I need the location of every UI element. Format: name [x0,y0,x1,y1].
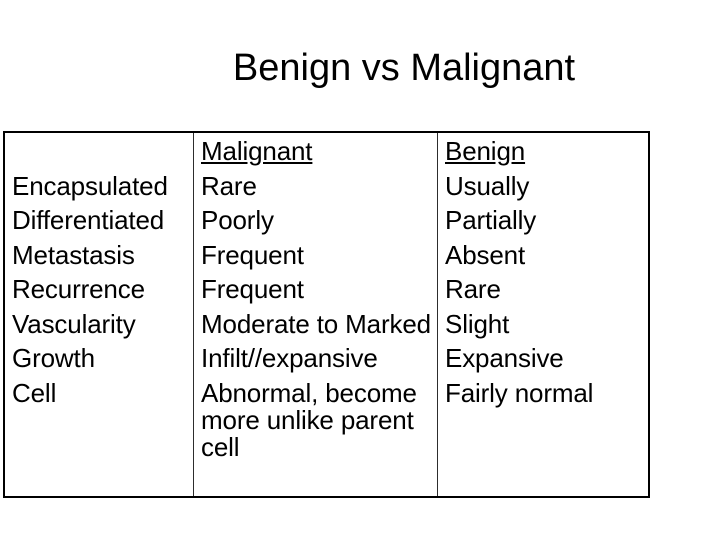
cell-text-benign: Absent [445,239,526,270]
cell-text-feature: Vascularity [12,308,136,339]
cell-text-feature: Recurrence [12,274,145,304]
cell-text-malignant: Abnormal, become more unlike parent cell [201,377,417,462]
cell-text-malignant: Infilt//expansive [201,343,378,373]
cell-text-benign: Partially [445,205,537,235]
cell-text-feature: Growth [12,343,95,373]
slide-title: Benign vs Malignant [232,47,576,89]
benign-malignant-table: Encapsulated Differentiated Metastasis Recu… [3,131,650,498]
cell-text-benign: Usually [445,170,530,201]
cell-text-benign: Expansive [445,343,564,373]
cell-text-feature: Encapsulated [12,170,168,201]
cell-text-malignant: Rare [201,170,257,201]
cell-text-benign: Rare [445,274,501,304]
cell-text-feature: Differentiated [12,205,165,235]
table-column-benign: Benign Usually Partially Absent Rare Slight Ex… [437,133,648,496]
column-header-feature [12,138,192,165]
cell-text-benign: Slight [445,308,510,339]
column-header-malignant: Malignant [201,136,313,166]
cell-text-feature: Cell [12,377,57,408]
cell-text-feature: Metastasis [12,239,135,270]
table-column-malignant: Malignant Rare Poorly Frequent Frequent Moder… [193,133,437,496]
table-column-feature: Encapsulated Differentiated Metastasis Recu… [5,133,193,496]
cell-text-malignant: Frequent [201,274,304,304]
cell-text-malignant: Frequent [201,239,304,270]
cell-text-benign: Fairly normal [445,377,594,408]
column-header-benign: Benign [445,136,526,166]
cell-text-malignant: Poorly [201,205,274,235]
cell-text-malignant: Moderate to Marked [201,308,431,339]
